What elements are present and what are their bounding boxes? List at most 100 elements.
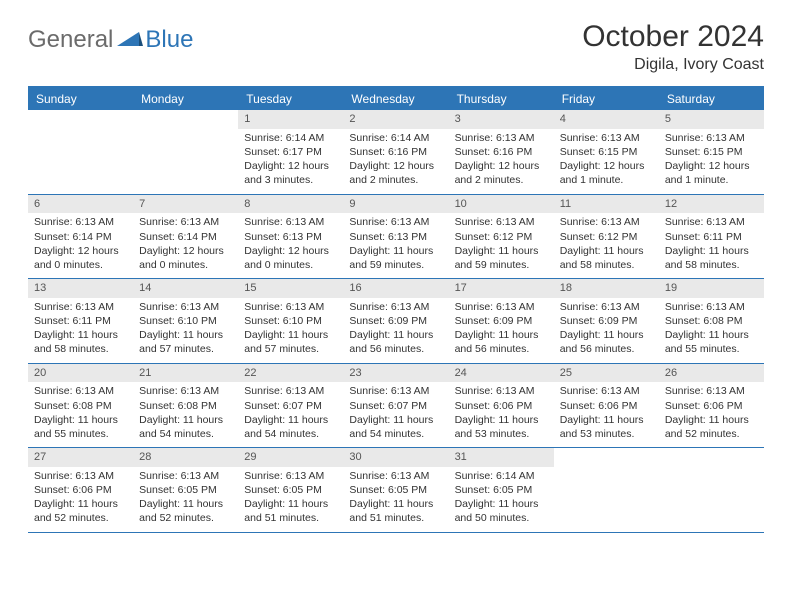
- day-content: Sunrise: 6:13 AMSunset: 6:10 PMDaylight:…: [133, 298, 238, 363]
- brand-text-2: Blue: [145, 26, 193, 54]
- weekday-header: Monday: [133, 88, 238, 110]
- calendar-day: 21Sunrise: 6:13 AMSunset: 6:08 PMDayligh…: [133, 364, 238, 448]
- daylight-text: Daylight: 12 hours and 2 minutes.: [349, 159, 442, 187]
- day-number: 18: [554, 279, 659, 298]
- day-number: 21: [133, 364, 238, 383]
- calendar-day: 23Sunrise: 6:13 AMSunset: 6:07 PMDayligh…: [343, 364, 448, 448]
- day-number: 23: [343, 364, 448, 383]
- day-number: 22: [238, 364, 343, 383]
- calendar-day: 11Sunrise: 6:13 AMSunset: 6:12 PMDayligh…: [554, 195, 659, 279]
- sunrise-text: Sunrise: 6:13 AM: [34, 469, 127, 483]
- daylight-text: Daylight: 11 hours and 52 minutes.: [665, 413, 758, 441]
- sunset-text: Sunset: 6:05 PM: [349, 483, 442, 497]
- day-number: 29: [238, 448, 343, 467]
- daylight-text: Daylight: 12 hours and 2 minutes.: [455, 159, 548, 187]
- calendar-day: 28Sunrise: 6:13 AMSunset: 6:05 PMDayligh…: [133, 448, 238, 532]
- day-number: 4: [554, 110, 659, 129]
- brand-logo: General Blue: [28, 26, 193, 54]
- day-content: Sunrise: 6:13 AMSunset: 6:14 PMDaylight:…: [28, 213, 133, 278]
- calendar-day: 25Sunrise: 6:13 AMSunset: 6:06 PMDayligh…: [554, 364, 659, 448]
- daylight-text: Daylight: 12 hours and 1 minute.: [665, 159, 758, 187]
- sunrise-text: Sunrise: 6:13 AM: [560, 215, 653, 229]
- sunrise-text: Sunrise: 6:13 AM: [349, 215, 442, 229]
- daylight-text: Daylight: 11 hours and 53 minutes.: [455, 413, 548, 441]
- daylight-text: Daylight: 11 hours and 54 minutes.: [244, 413, 337, 441]
- sunrise-text: Sunrise: 6:13 AM: [560, 131, 653, 145]
- day-content: Sunrise: 6:13 AMSunset: 6:10 PMDaylight:…: [238, 298, 343, 363]
- calendar-day: 4Sunrise: 6:13 AMSunset: 6:15 PMDaylight…: [554, 110, 659, 194]
- calendar: SundayMondayTuesdayWednesdayThursdayFrid…: [28, 86, 764, 533]
- sunset-text: Sunset: 6:13 PM: [349, 230, 442, 244]
- sunset-text: Sunset: 6:06 PM: [665, 399, 758, 413]
- sunrise-text: Sunrise: 6:13 AM: [349, 469, 442, 483]
- calendar-day: ..: [659, 448, 764, 532]
- day-content: Sunrise: 6:13 AMSunset: 6:06 PMDaylight:…: [449, 382, 554, 447]
- weekday-header: Saturday: [659, 88, 764, 110]
- sunset-text: Sunset: 6:06 PM: [560, 399, 653, 413]
- day-content: Sunrise: 6:13 AMSunset: 6:13 PMDaylight:…: [238, 213, 343, 278]
- daylight-text: Daylight: 11 hours and 59 minutes.: [455, 244, 548, 272]
- calendar-day: 26Sunrise: 6:13 AMSunset: 6:06 PMDayligh…: [659, 364, 764, 448]
- day-number: 27: [28, 448, 133, 467]
- day-number: 10: [449, 195, 554, 214]
- sunrise-text: Sunrise: 6:13 AM: [665, 300, 758, 314]
- brand-mark-icon: [117, 28, 143, 53]
- calendar-day: 29Sunrise: 6:13 AMSunset: 6:05 PMDayligh…: [238, 448, 343, 532]
- day-number: 12: [659, 195, 764, 214]
- sunrise-text: Sunrise: 6:13 AM: [244, 384, 337, 398]
- daylight-text: Daylight: 11 hours and 58 minutes.: [34, 328, 127, 356]
- day-content: Sunrise: 6:13 AMSunset: 6:11 PMDaylight:…: [28, 298, 133, 363]
- day-number: 3: [449, 110, 554, 129]
- sunrise-text: Sunrise: 6:13 AM: [139, 300, 232, 314]
- sunset-text: Sunset: 6:15 PM: [665, 145, 758, 159]
- calendar-week: ....1Sunrise: 6:14 AMSunset: 6:17 PMDayl…: [28, 110, 764, 195]
- calendar-day: 6Sunrise: 6:13 AMSunset: 6:14 PMDaylight…: [28, 195, 133, 279]
- sunrise-text: Sunrise: 6:13 AM: [244, 215, 337, 229]
- sunrise-text: Sunrise: 6:13 AM: [665, 215, 758, 229]
- sunrise-text: Sunrise: 6:14 AM: [244, 131, 337, 145]
- day-number: 26: [659, 364, 764, 383]
- day-number: 17: [449, 279, 554, 298]
- calendar-day: 3Sunrise: 6:13 AMSunset: 6:16 PMDaylight…: [449, 110, 554, 194]
- calendar-day: 7Sunrise: 6:13 AMSunset: 6:14 PMDaylight…: [133, 195, 238, 279]
- day-content: Sunrise: 6:13 AMSunset: 6:09 PMDaylight:…: [343, 298, 448, 363]
- sunrise-text: Sunrise: 6:13 AM: [34, 215, 127, 229]
- daylight-text: Daylight: 12 hours and 0 minutes.: [244, 244, 337, 272]
- daylight-text: Daylight: 11 hours and 59 minutes.: [349, 244, 442, 272]
- day-number: 25: [554, 364, 659, 383]
- location-label: Digila, Ivory Coast: [582, 56, 764, 74]
- sunrise-text: Sunrise: 6:13 AM: [560, 384, 653, 398]
- day-number: 31: [449, 448, 554, 467]
- calendar-day: ..: [554, 448, 659, 532]
- sunset-text: Sunset: 6:08 PM: [34, 399, 127, 413]
- calendar-day: 22Sunrise: 6:13 AMSunset: 6:07 PMDayligh…: [238, 364, 343, 448]
- day-content: Sunrise: 6:13 AMSunset: 6:08 PMDaylight:…: [133, 382, 238, 447]
- sunrise-text: Sunrise: 6:13 AM: [665, 131, 758, 145]
- day-number: 11: [554, 195, 659, 214]
- day-content: Sunrise: 6:13 AMSunset: 6:14 PMDaylight:…: [133, 213, 238, 278]
- calendar-day: 15Sunrise: 6:13 AMSunset: 6:10 PMDayligh…: [238, 279, 343, 363]
- daylight-text: Daylight: 12 hours and 1 minute.: [560, 159, 653, 187]
- page-title: October 2024: [582, 20, 764, 54]
- daylight-text: Daylight: 11 hours and 57 minutes.: [139, 328, 232, 356]
- calendar-day: 13Sunrise: 6:13 AMSunset: 6:11 PMDayligh…: [28, 279, 133, 363]
- daylight-text: Daylight: 11 hours and 54 minutes.: [139, 413, 232, 441]
- daylight-text: Daylight: 11 hours and 58 minutes.: [560, 244, 653, 272]
- daylight-text: Daylight: 11 hours and 52 minutes.: [34, 497, 127, 525]
- sunset-text: Sunset: 6:05 PM: [455, 483, 548, 497]
- day-content: Sunrise: 6:14 AMSunset: 6:16 PMDaylight:…: [343, 129, 448, 194]
- calendar-day: 5Sunrise: 6:13 AMSunset: 6:15 PMDaylight…: [659, 110, 764, 194]
- calendar-day: 17Sunrise: 6:13 AMSunset: 6:09 PMDayligh…: [449, 279, 554, 363]
- sunset-text: Sunset: 6:10 PM: [244, 314, 337, 328]
- day-content: Sunrise: 6:13 AMSunset: 6:11 PMDaylight:…: [659, 213, 764, 278]
- sunset-text: Sunset: 6:11 PM: [665, 230, 758, 244]
- daylight-text: Daylight: 11 hours and 57 minutes.: [244, 328, 337, 356]
- day-number: 20: [28, 364, 133, 383]
- day-number: 6: [28, 195, 133, 214]
- sunset-text: Sunset: 6:05 PM: [139, 483, 232, 497]
- day-content: Sunrise: 6:13 AMSunset: 6:06 PMDaylight:…: [659, 382, 764, 447]
- sunset-text: Sunset: 6:12 PM: [560, 230, 653, 244]
- sunset-text: Sunset: 6:11 PM: [34, 314, 127, 328]
- calendar-day: 16Sunrise: 6:13 AMSunset: 6:09 PMDayligh…: [343, 279, 448, 363]
- daylight-text: Daylight: 12 hours and 3 minutes.: [244, 159, 337, 187]
